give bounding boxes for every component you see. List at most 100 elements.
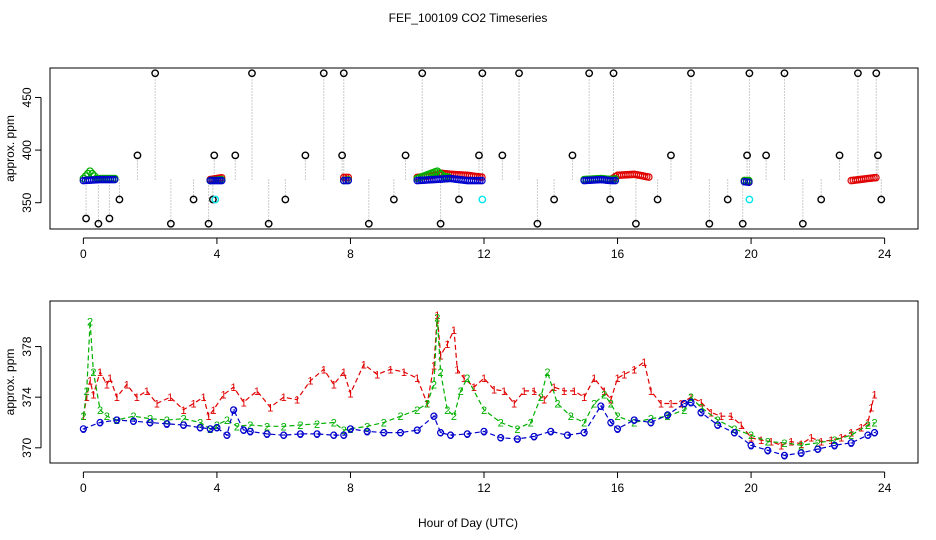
point-marker-label: 3: [364, 426, 370, 438]
point-marker-label: 2: [281, 421, 287, 433]
point-marker-label: 1: [808, 433, 814, 445]
point-marker-label: 2: [331, 418, 337, 430]
data-point: [580, 429, 588, 437]
data-point: [339, 69, 348, 78]
data-point: [263, 430, 271, 438]
point-marker-label: 1: [190, 399, 196, 411]
point-marker-label: 1: [571, 386, 577, 398]
point-marker-label: 1: [90, 390, 96, 402]
point-marker-label: 1: [87, 376, 93, 388]
data-point: [653, 195, 662, 204]
data-point: [389, 195, 398, 204]
point-marker-label: 2: [481, 405, 487, 417]
point-marker-label: 2: [114, 415, 120, 427]
point-marker-label: 3: [197, 423, 203, 435]
point-marker-label: 2: [130, 411, 136, 423]
point-marker-label: 3: [314, 429, 320, 441]
data-point: [223, 431, 231, 439]
data-point: [115, 195, 124, 204]
data-point: [745, 195, 754, 204]
point-marker-label: 1: [180, 405, 186, 417]
series-line: [82, 317, 875, 446]
point-marker-label: 1: [868, 402, 874, 414]
point-marker-label: 1: [347, 388, 353, 400]
point-marker-label: 2: [104, 411, 110, 423]
data-point: [743, 151, 751, 160]
point-marker-label: 1: [658, 399, 664, 411]
point-marker-label: 1: [97, 367, 103, 379]
point-marker-label: 1: [438, 350, 444, 362]
data-point: [515, 69, 523, 78]
point-marker-label: 2: [815, 438, 821, 450]
point-marker-label: 2: [444, 405, 450, 417]
point-marker-label: 2: [97, 405, 103, 417]
data-point: [613, 425, 622, 433]
data-point: [196, 423, 204, 432]
point-marker-label: 1: [331, 380, 337, 392]
data-point: [480, 427, 488, 435]
point-marker-label: 1: [124, 380, 130, 392]
scatter-points: [79, 69, 886, 228]
series-red: [206, 169, 880, 186]
point-marker-label: 2: [748, 430, 754, 442]
point-marker-label: 1: [491, 385, 497, 397]
point-marker-label: 1: [541, 395, 547, 407]
data-point: [166, 219, 175, 228]
data-point: [340, 431, 348, 439]
point-marker-label: 1: [254, 386, 260, 398]
y-tick-label: 400: [20, 140, 34, 160]
data-point: [113, 416, 121, 424]
point-marker-label: 1: [451, 325, 457, 337]
data-point: [204, 219, 213, 228]
point-marker-label: 2: [434, 312, 440, 324]
data-point: [230, 406, 238, 414]
y-tick-label: 378: [20, 336, 34, 356]
point-marker-label: 3: [247, 426, 253, 438]
data-point: [814, 445, 822, 453]
point-marker-label: 1: [872, 390, 878, 402]
point-marker-label: 1: [668, 399, 674, 411]
point-marker-label: 3: [865, 430, 871, 442]
data-point: [380, 429, 388, 437]
data-point: [211, 195, 220, 204]
data-point: [498, 151, 507, 160]
point-marker-label: 1: [848, 428, 854, 440]
x-axis-label: Hour of Day (UTC): [418, 516, 518, 530]
point-marker-label: 2: [297, 420, 303, 432]
data-point: [240, 426, 248, 434]
point-marker-label: 3: [631, 415, 637, 427]
point-marker-label: 2: [715, 415, 721, 427]
data-point: [609, 176, 617, 185]
data-point: [82, 214, 90, 223]
data-point: [319, 69, 328, 78]
point-marker-label: 1: [414, 373, 420, 385]
point-marker-label: 1: [521, 386, 527, 398]
point-marker-label: 3: [214, 423, 220, 435]
data-point: [437, 429, 445, 437]
point-marker-label: 2: [214, 420, 220, 432]
point-marker-label: 3: [97, 418, 103, 430]
point-marker-label: 2: [865, 420, 871, 432]
point-marker-label: 2: [431, 380, 437, 392]
data-point: [106, 175, 115, 184]
figure-title: FEF_100109 CO2 Timeseries: [389, 11, 548, 25]
point-marker-label: 1: [221, 390, 227, 402]
data-point: [497, 434, 505, 442]
point-marker-label: 1: [134, 392, 140, 404]
data-point: [151, 69, 160, 78]
point-marker-label: 2: [438, 367, 444, 379]
point-marker-label: 2: [347, 424, 353, 436]
point-marker-label: 1: [144, 386, 150, 398]
point-marker-label: 3: [347, 424, 353, 436]
data-point: [418, 69, 427, 78]
plot-frame: [49, 67, 919, 230]
point-marker-label: 2: [698, 402, 704, 414]
point-marker-label: 3: [397, 428, 403, 440]
point-marker-label: 1: [454, 364, 460, 376]
point-marker-label: 1: [688, 392, 694, 404]
data-point: [874, 151, 882, 160]
point-marker-label: 3: [581, 428, 587, 440]
data-point: [79, 425, 87, 433]
data-point: [817, 195, 826, 204]
